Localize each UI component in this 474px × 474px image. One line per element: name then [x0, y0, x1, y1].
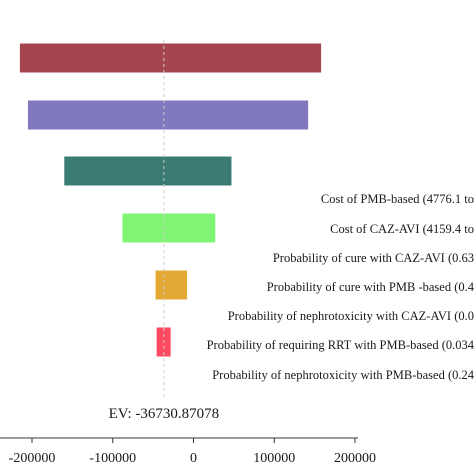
bar-0: [19, 43, 322, 73]
category-label-7: Probability of nephrotoxicity with CAZ-A…: [228, 309, 474, 323]
category-labels: Cost of PMB-based (4776.1 to Cost of CAZ-…: [207, 192, 474, 382]
category-label-8: Probability of requiring RRT with PMB-ba…: [207, 338, 474, 352]
category-label-9: Probability of nephrotoxicity with PMB-b…: [212, 368, 474, 382]
x-tick-label-3: 100000: [253, 451, 295, 466]
bars-group: [19, 43, 322, 357]
x-axis-ticks: -200000 -100000 0 100000 200000: [9, 438, 376, 466]
bar-4: [155, 270, 188, 300]
category-label-6: Probability of cure with PMB -based (0.4: [267, 280, 474, 294]
category-label-3: Cost of PMB-based (4776.1 to: [321, 192, 474, 206]
x-tick-label-1: -100000: [89, 451, 136, 466]
ev-label: EV: -36730.87078: [109, 406, 220, 422]
x-tick-label-0: -200000: [9, 451, 56, 466]
bar-3: [122, 213, 216, 243]
category-label-5: Probability of cure with CAZ-AVI (0.63: [273, 251, 474, 265]
category-label-4: Cost of CAZ-AVI (4159.4 to: [330, 222, 474, 236]
x-tick-label-4: 200000: [334, 451, 376, 466]
bar-2: [64, 156, 232, 186]
x-tick-label-2: 0: [190, 451, 197, 466]
bar-1: [27, 100, 309, 130]
